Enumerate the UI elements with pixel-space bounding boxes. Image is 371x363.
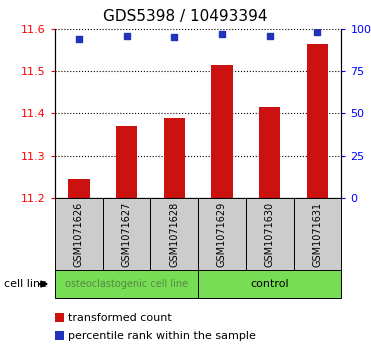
Bar — [246, 198, 293, 270]
Text: osteoclastogenic cell line: osteoclastogenic cell line — [65, 279, 188, 289]
Point — [219, 31, 225, 37]
Bar — [55, 331, 64, 340]
Bar — [293, 198, 341, 270]
Bar — [198, 198, 246, 270]
Text: GSM1071629: GSM1071629 — [217, 201, 227, 267]
Bar — [307, 44, 328, 198]
Bar — [103, 198, 150, 270]
Point — [171, 34, 177, 40]
Bar — [198, 270, 341, 298]
Bar — [55, 313, 64, 322]
Bar — [55, 198, 103, 270]
Text: GSM1071626: GSM1071626 — [74, 201, 84, 267]
Text: transformed count: transformed count — [68, 313, 172, 323]
Bar — [68, 179, 89, 198]
Bar — [211, 65, 233, 198]
Text: GSM1071631: GSM1071631 — [312, 201, 322, 267]
Text: GSM1071627: GSM1071627 — [122, 201, 131, 267]
Point — [315, 29, 321, 35]
Text: percentile rank within the sample: percentile rank within the sample — [68, 331, 256, 341]
Bar — [55, 270, 198, 298]
Bar — [150, 198, 198, 270]
Bar — [164, 118, 185, 198]
Point — [267, 33, 273, 39]
Point — [76, 36, 82, 42]
Bar — [116, 126, 137, 198]
Text: control: control — [250, 279, 289, 289]
Text: GSM1071628: GSM1071628 — [169, 201, 179, 267]
Bar — [259, 107, 280, 198]
Text: GSM1071630: GSM1071630 — [265, 201, 275, 267]
Text: GDS5398 / 10493394: GDS5398 / 10493394 — [103, 9, 268, 24]
Point — [124, 33, 129, 39]
Text: cell line: cell line — [4, 279, 47, 289]
